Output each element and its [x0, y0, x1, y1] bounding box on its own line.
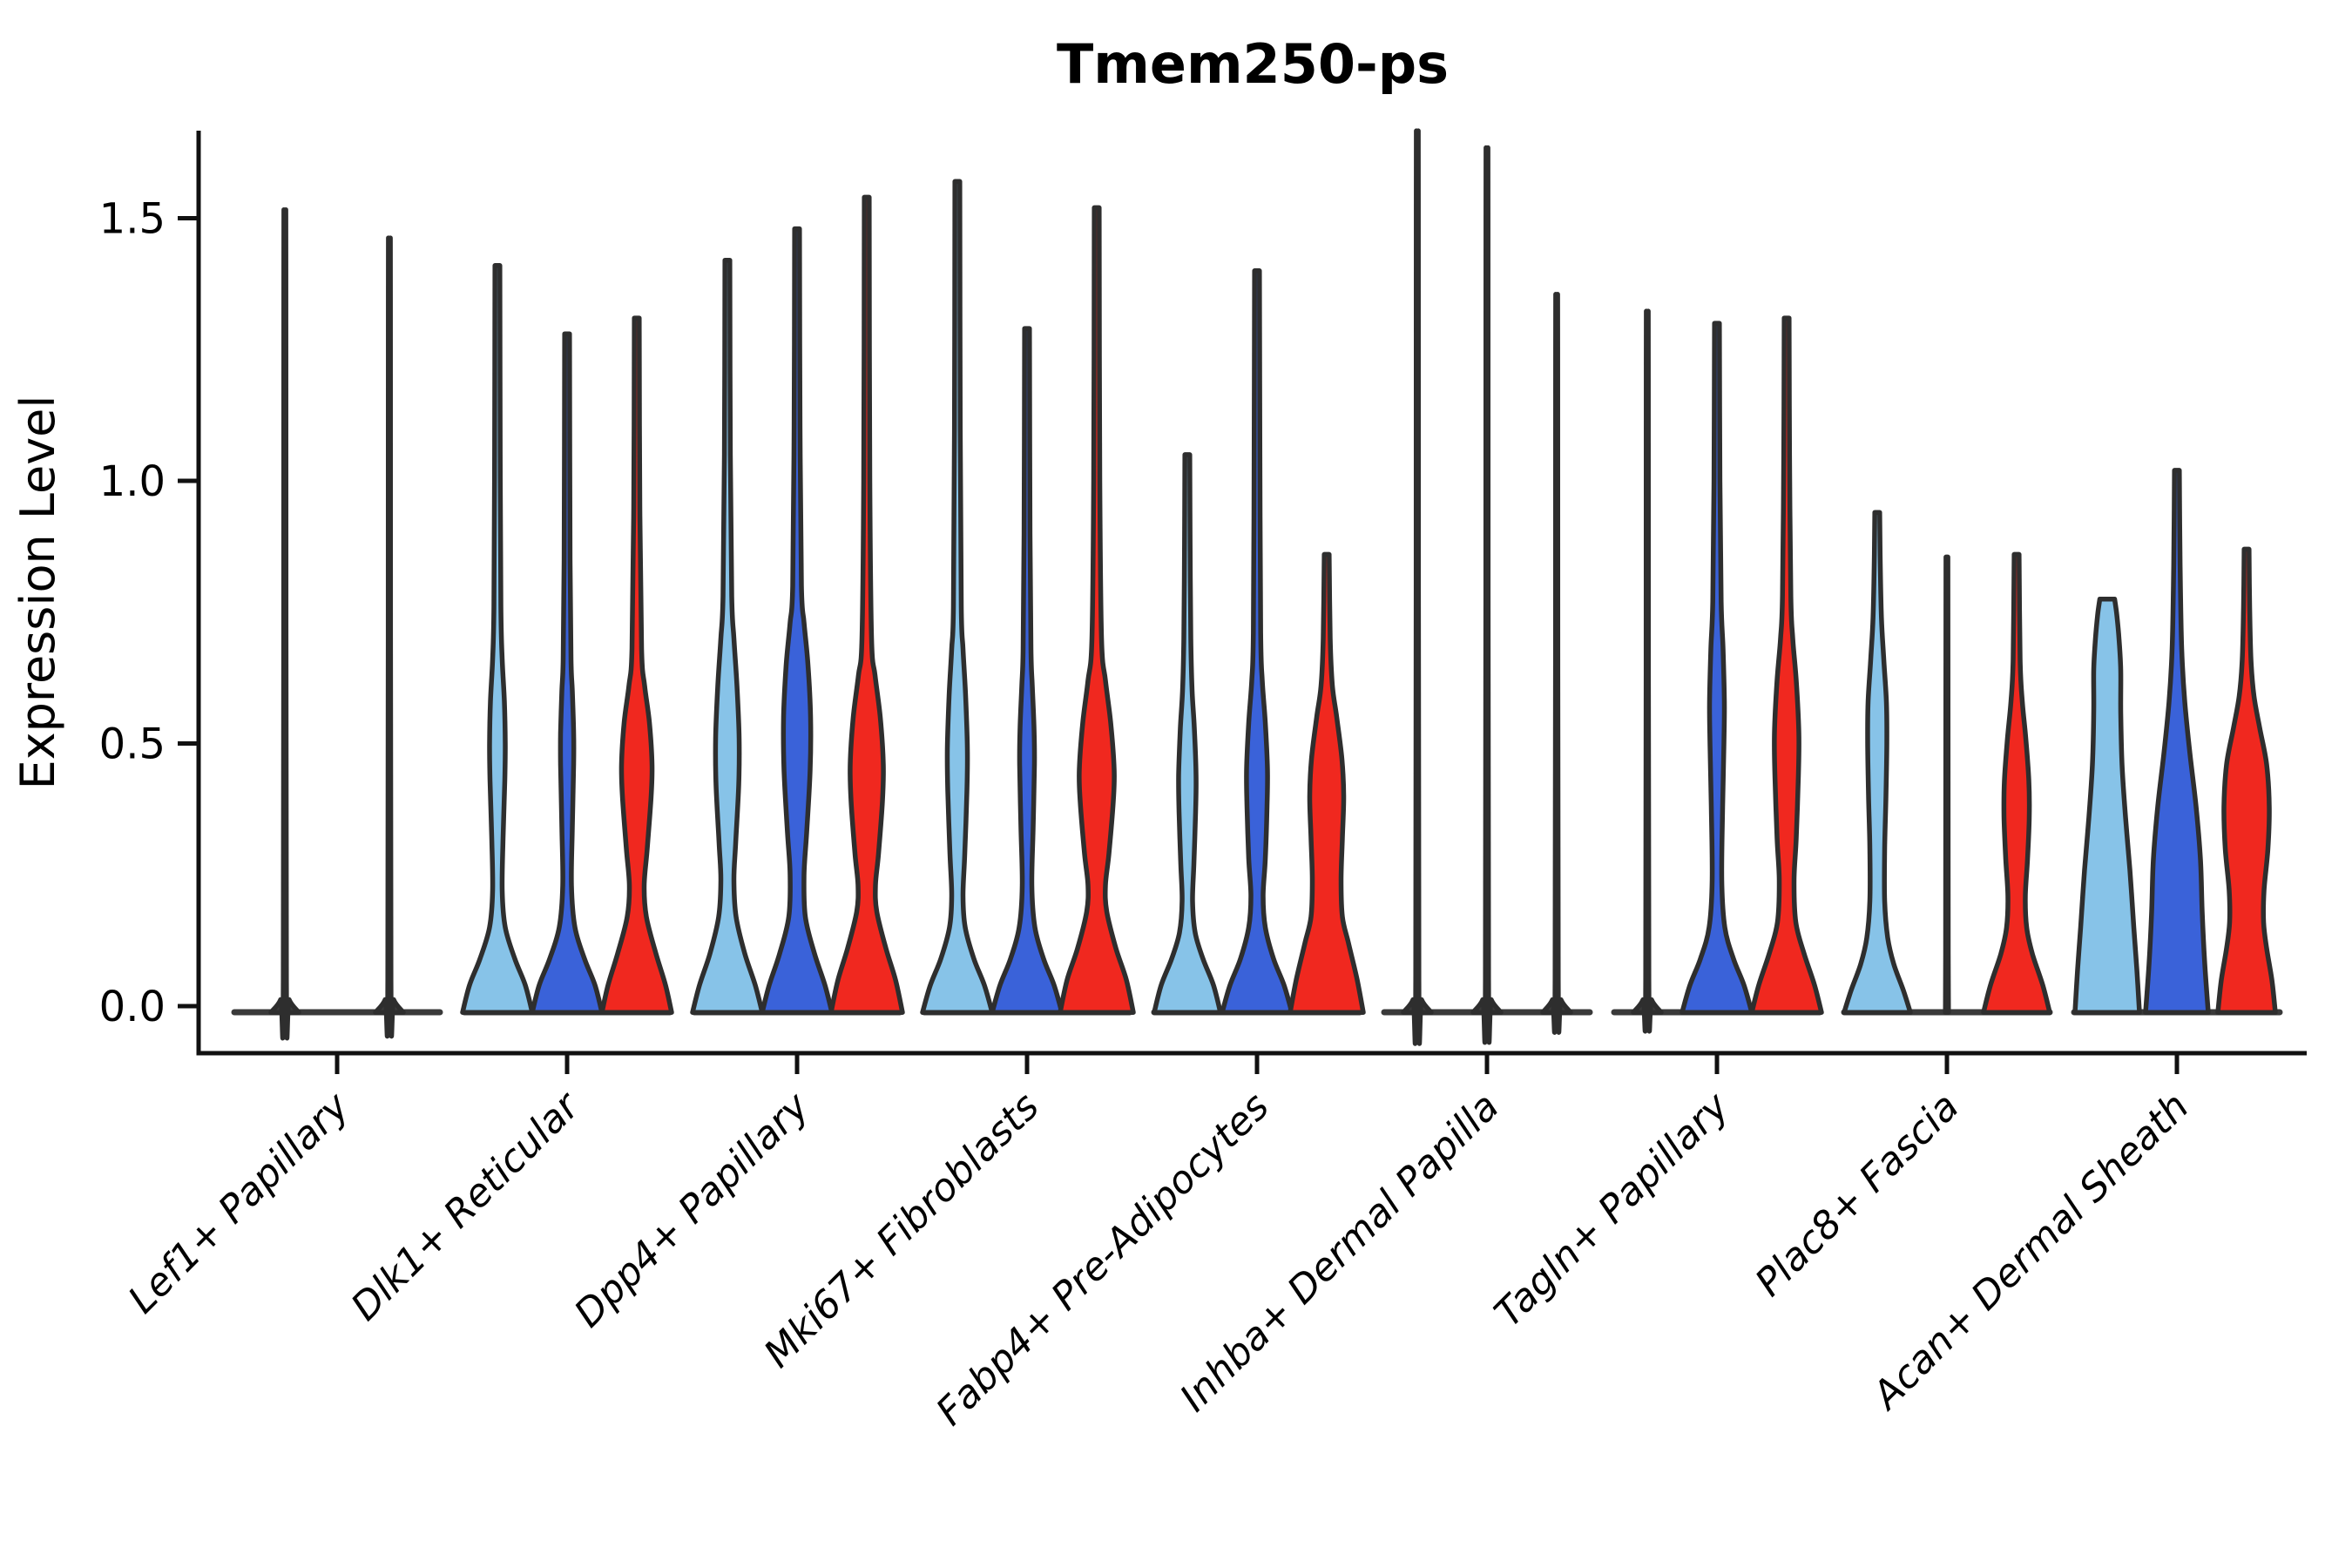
violin-light_blue	[460, 263, 535, 1015]
violin-red	[1288, 551, 1366, 1015]
violin-needle	[1943, 554, 1951, 1015]
violin-needle	[1401, 128, 1434, 1046]
violin-dark_blue	[2143, 468, 2211, 1015]
violin-needle	[1631, 308, 1664, 1034]
violin-light_blue	[2072, 596, 2142, 1015]
violin-needle	[268, 207, 301, 1041]
violin-dark_blue	[530, 331, 605, 1015]
y-tick-label: 1.0	[99, 457, 166, 506]
violin-red	[1058, 205, 1136, 1015]
y-tick-label: 0.0	[99, 983, 166, 1031]
violin-dark_blue	[1220, 268, 1294, 1015]
violin-light_blue	[1152, 452, 1223, 1015]
axes-layer	[178, 131, 2307, 1074]
violin-dark_blue	[1680, 321, 1754, 1015]
violin-red	[1981, 551, 2052, 1015]
violin-light_blue	[920, 179, 995, 1015]
y-axis-label: Expression Level	[10, 395, 65, 790]
violins-layer	[268, 128, 2278, 1046]
violin-red	[828, 194, 905, 1015]
violin-light_blue	[1842, 510, 1913, 1015]
violin-red	[599, 315, 674, 1015]
violin-red	[1749, 315, 1824, 1015]
violin-needle	[1540, 292, 1573, 1035]
y-tick-label: 0.5	[99, 720, 166, 769]
violin-red	[2215, 546, 2278, 1015]
violin-dark_blue	[990, 326, 1064, 1015]
violin-needle	[373, 235, 406, 1039]
y-tick-label: 1.5	[99, 195, 166, 244]
violin-dark_blue	[760, 226, 835, 1015]
chart-title: Tmem250-ps	[1057, 32, 1449, 96]
violin-light_blue	[690, 257, 765, 1015]
violin-needle	[1470, 145, 1504, 1045]
